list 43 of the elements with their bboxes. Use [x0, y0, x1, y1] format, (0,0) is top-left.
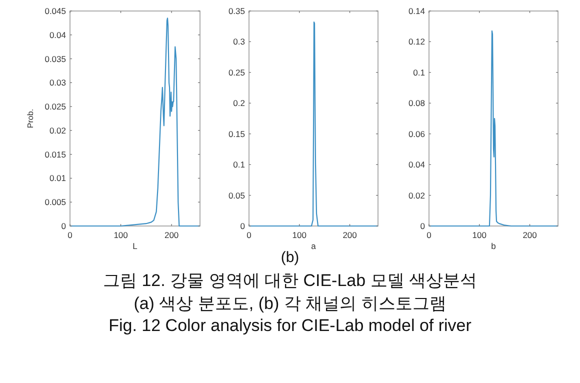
x-axis-title: L: [132, 241, 138, 251]
y-tick-label: 0.05: [228, 190, 246, 200]
y-tick-label: 0: [420, 221, 426, 231]
x-axis-title: a: [311, 241, 316, 251]
x-tick-label: 200: [164, 230, 179, 240]
y-tick-label: 0.025: [44, 102, 66, 112]
y-tick-label: 0.14: [408, 6, 426, 16]
x-tick-label: 100: [292, 230, 307, 240]
x-tick-label: 0: [246, 230, 252, 240]
y-tick-label: 0: [240, 221, 246, 231]
y-tick-label: 0.04: [408, 160, 426, 170]
y-tick-label: 0.02: [408, 190, 426, 200]
y-tick-label: 0.2: [233, 98, 246, 108]
y-tick-label: 0.035: [44, 54, 66, 64]
y-tick-label: 0.04: [49, 30, 66, 40]
x-tick-label: 0: [68, 230, 73, 240]
x-tick-label: 100: [472, 230, 487, 240]
y-tick-label: 0.03: [49, 78, 66, 88]
y-tick-label: 0.25: [228, 67, 246, 78]
y-axis-title: Prob.: [26, 108, 35, 128]
x-axis-title: b: [491, 241, 496, 251]
y-tick-label: 0.06: [408, 128, 426, 139]
y-tick-label: 0: [61, 221, 66, 231]
y-tick-label: 0.08: [408, 98, 426, 108]
y-tick-label: 0.35: [228, 6, 246, 16]
text: (a) 색상 분포도, (b) 각 채널의 히스토그램: [134, 294, 446, 313]
y-tick-label: 0.01: [49, 173, 66, 184]
y-tick-label: 0.1: [413, 67, 426, 78]
caption: Fig. 12 Color analysis for CIE-Lab model of river: [108, 316, 472, 335]
x-tick-label: 100: [114, 230, 128, 240]
y-tick-label: 0.3: [233, 36, 246, 47]
y-tick-label: 0.005: [44, 197, 66, 208]
x-tick-label: 200: [342, 230, 358, 240]
y-tick-label: 0.02: [49, 125, 66, 136]
caption: 그림 12. 강물 영역에 대한 CIE-Lab 모델 색상분석: [102, 271, 478, 290]
y-tick-label: 0.045: [44, 6, 66, 16]
x-tick-label: 0: [426, 230, 432, 240]
text: (b): [280, 249, 300, 266]
x-tick-label: 200: [522, 230, 538, 240]
y-tick-label: 0.1: [233, 160, 246, 170]
y-tick-label: 0.12: [408, 36, 426, 47]
y-tick-label: 0.015: [44, 149, 66, 160]
y-tick-label: 0.15: [228, 128, 246, 139]
